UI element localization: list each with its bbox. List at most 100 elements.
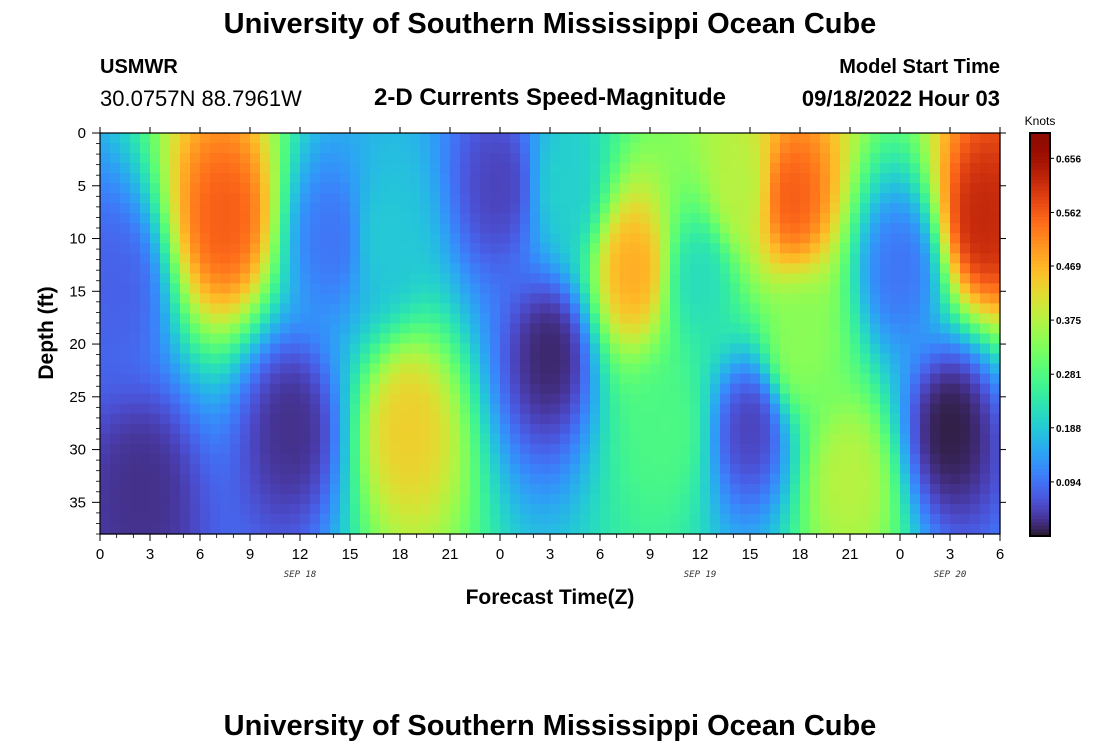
x-tick-label: 12 bbox=[292, 546, 309, 563]
heatmap-cell bbox=[430, 203, 441, 214]
heatmap-cell bbox=[720, 353, 731, 365]
heatmap-cell bbox=[770, 513, 781, 525]
heatmap-cell bbox=[770, 413, 781, 425]
heatmap-cell bbox=[840, 233, 851, 244]
heatmap-cell bbox=[490, 283, 501, 295]
heatmap-cell bbox=[760, 453, 771, 465]
heatmap-cell bbox=[320, 183, 331, 194]
heatmap-cell bbox=[980, 143, 991, 154]
heatmap-cell bbox=[170, 163, 181, 174]
heatmap-cell bbox=[840, 493, 851, 505]
heatmap-cell bbox=[790, 373, 801, 385]
heatmap-cell bbox=[830, 173, 841, 184]
heatmap-cell bbox=[670, 163, 681, 174]
heatmap-cell bbox=[570, 333, 581, 345]
heatmap-cell bbox=[840, 163, 851, 174]
heatmap-cell bbox=[150, 193, 161, 204]
heatmap-cell bbox=[820, 163, 831, 174]
heatmap-cell bbox=[180, 403, 191, 415]
heatmap-cell bbox=[480, 453, 491, 465]
heatmap-cell bbox=[510, 493, 521, 505]
heatmap-cell bbox=[430, 173, 441, 184]
heatmap-cell bbox=[960, 493, 971, 505]
heatmap-cell bbox=[710, 143, 721, 154]
heatmap-cell bbox=[680, 373, 691, 385]
heatmap-cell bbox=[120, 173, 131, 184]
heatmap-cell bbox=[240, 423, 251, 435]
heatmap-cell bbox=[410, 163, 421, 174]
heatmap-cell bbox=[270, 493, 281, 505]
heatmap-cell bbox=[570, 463, 581, 475]
heatmap-cell bbox=[940, 153, 951, 164]
heatmap-cell bbox=[350, 253, 361, 264]
heatmap-cell bbox=[390, 273, 401, 284]
heatmap-cell bbox=[760, 403, 771, 415]
heatmap-cell bbox=[370, 363, 381, 375]
heatmap-cell bbox=[800, 183, 811, 194]
heatmap-cell bbox=[940, 183, 951, 194]
colorbar-segment bbox=[1030, 203, 1050, 208]
heatmap-cell bbox=[710, 363, 721, 375]
heatmap-cell bbox=[270, 173, 281, 184]
heatmap-cell bbox=[310, 203, 321, 214]
heatmap-cell bbox=[130, 133, 141, 144]
heatmap-cell bbox=[570, 493, 581, 505]
heatmap-cell bbox=[360, 173, 371, 184]
heatmap-cell bbox=[280, 363, 291, 375]
heatmap-cell bbox=[270, 363, 281, 375]
heatmap-cell bbox=[990, 323, 1001, 335]
heatmap-cell bbox=[360, 243, 371, 254]
heatmap-cell bbox=[140, 343, 151, 355]
heatmap-cell bbox=[460, 303, 471, 315]
heatmap-cell bbox=[140, 323, 151, 335]
heatmap-cell bbox=[140, 293, 151, 305]
heatmap-cell bbox=[470, 283, 481, 295]
heatmap-cell bbox=[870, 203, 881, 214]
heatmap-cell bbox=[460, 183, 471, 194]
heatmap-cell bbox=[190, 363, 201, 375]
heatmap-cell bbox=[390, 513, 401, 525]
heatmap-cell bbox=[800, 273, 811, 284]
heatmap-cell bbox=[260, 393, 271, 405]
heatmap-cell bbox=[330, 343, 341, 355]
heatmap-cell bbox=[960, 293, 971, 305]
heatmap-cell bbox=[590, 503, 601, 515]
heatmap-cell bbox=[430, 523, 441, 535]
heatmap-cell bbox=[210, 213, 221, 224]
heatmap-cell bbox=[310, 463, 321, 475]
heatmap-cell bbox=[760, 233, 771, 244]
heatmap-cell bbox=[530, 473, 541, 485]
heatmap-cell bbox=[900, 333, 911, 345]
heatmap-cell bbox=[270, 403, 281, 415]
heatmap-cell bbox=[230, 243, 241, 254]
heatmap-cell bbox=[360, 373, 371, 385]
heatmap-cell bbox=[700, 213, 711, 224]
heatmap-cell bbox=[490, 383, 501, 395]
heatmap-cell bbox=[950, 443, 961, 455]
heatmap-cell bbox=[990, 313, 1001, 325]
heatmap-cell bbox=[790, 393, 801, 405]
heatmap-cell bbox=[840, 473, 851, 485]
heatmap-cell bbox=[600, 333, 611, 345]
heatmap-cell bbox=[830, 403, 841, 415]
heatmap-cell bbox=[630, 413, 641, 425]
heatmap-cell bbox=[770, 503, 781, 515]
heatmap-cell bbox=[420, 483, 431, 495]
heatmap-cell bbox=[740, 383, 751, 395]
heatmap-cell bbox=[160, 513, 171, 525]
heatmap-cell bbox=[880, 253, 891, 264]
heatmap-cell bbox=[870, 173, 881, 184]
heatmap-cell bbox=[400, 183, 411, 194]
heatmap-cell bbox=[790, 353, 801, 365]
heatmap-cell bbox=[640, 213, 651, 224]
heatmap-cell bbox=[540, 193, 551, 204]
heatmap-cell bbox=[230, 293, 241, 305]
colorbar-label: 0.656 bbox=[1056, 154, 1081, 165]
heatmap-cell bbox=[630, 423, 641, 435]
heatmap-cell bbox=[160, 493, 171, 505]
heatmap-cell bbox=[930, 483, 941, 495]
heatmap-cell bbox=[980, 253, 991, 264]
heatmap-cell bbox=[430, 493, 441, 505]
heatmap-cell bbox=[700, 143, 711, 154]
heatmap-cell bbox=[920, 253, 931, 264]
